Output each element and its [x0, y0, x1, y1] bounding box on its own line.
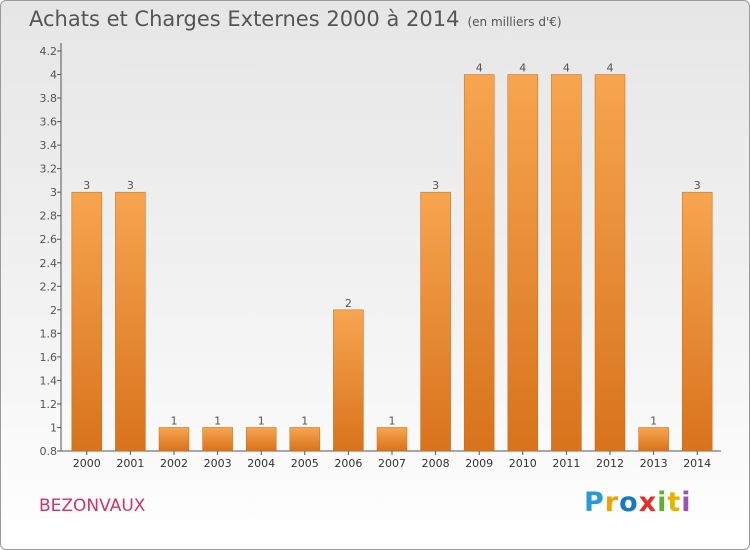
y-tick-label: 1.2 [40, 398, 58, 411]
bar [333, 310, 363, 451]
y-tick-label: 3.4 [40, 139, 58, 152]
bar [72, 192, 102, 451]
bar-data-label: 1 [301, 414, 308, 427]
y-tick-label: 2.2 [40, 280, 58, 293]
x-tick-label: 2002 [160, 457, 188, 470]
y-tick-label: 2 [50, 304, 57, 317]
bar-data-label: 1 [171, 414, 178, 427]
x-tick-label: 2012 [596, 457, 624, 470]
bar-data-label: 3 [432, 179, 439, 192]
bar-data-label: 2 [345, 297, 352, 310]
commune-name: BEZONVAUX [39, 496, 145, 516]
bar-data-label: 1 [258, 414, 265, 427]
x-tick-label: 2005 [291, 457, 319, 470]
proxiti-logo[interactable]: Proxiti [584, 487, 692, 518]
logo-letter: P [584, 487, 605, 518]
bar-data-label: 4 [563, 62, 570, 75]
bar-data-label: 4 [519, 62, 526, 75]
x-tick-label: 2008 [422, 457, 450, 470]
y-tick-label: 1.4 [40, 374, 58, 387]
logo-letter: i [681, 487, 691, 518]
bar [421, 192, 451, 451]
x-tick-label: 2014 [683, 457, 711, 470]
y-tick-label: 2.8 [40, 210, 58, 223]
bar-data-label: 4 [607, 62, 614, 75]
bar [377, 427, 407, 451]
y-tick-label: 3.2 [40, 163, 58, 176]
bar [464, 75, 494, 451]
bar [595, 75, 625, 451]
bar [682, 192, 712, 451]
x-tick-label: 2006 [334, 457, 362, 470]
y-tick-label: 3.8 [40, 92, 58, 105]
bar [159, 427, 189, 451]
logo-letter: i [657, 487, 667, 518]
bar-data-label: 4 [476, 62, 483, 75]
bar [639, 427, 669, 451]
bar-data-label: 3 [127, 179, 134, 192]
y-tick-label: 2.4 [40, 257, 58, 270]
bar-data-label: 1 [214, 414, 221, 427]
x-tick-label: 2004 [247, 457, 275, 470]
x-tick-label: 2000 [73, 457, 101, 470]
bar [115, 192, 145, 451]
logo-letter: o [619, 487, 639, 518]
bar [246, 427, 276, 451]
y-tick-label: 3 [50, 186, 57, 199]
chart-bars [72, 75, 712, 451]
logo-letter: t [667, 487, 681, 518]
logo-letter: x [639, 487, 657, 518]
chart-frame: Achats et Charges Externes 2000 à 2014 (e… [0, 0, 750, 550]
bar [508, 75, 538, 451]
x-tick-label: 2007 [378, 457, 406, 470]
bar [551, 75, 581, 451]
x-tick-label: 2013 [640, 457, 668, 470]
bar-data-label: 3 [694, 179, 701, 192]
y-tick-label: 1 [50, 421, 57, 434]
x-tick-label: 2010 [509, 457, 537, 470]
bar-data-label: 1 [389, 414, 396, 427]
x-tick-label: 2009 [465, 457, 493, 470]
bar [203, 427, 233, 451]
y-tick-label: 1.6 [40, 351, 58, 364]
logo-letter: r [605, 487, 619, 518]
bar [290, 427, 320, 451]
y-tick-label: 0.8 [40, 445, 58, 458]
bar-data-label: 3 [83, 179, 90, 192]
y-tick-label: 4 [50, 69, 57, 82]
y-tick-label: 2.6 [40, 233, 58, 246]
bar-data-label: 1 [650, 414, 657, 427]
bar-chart: 0.8 1 1.2 1.4 1.6 1.8 2 2.2 2.4 2.6 2.8 3 3.2 3.4 3.6 3… [1, 1, 750, 550]
x-tick-label: 2003 [204, 457, 232, 470]
y-tick-label: 4.2 [40, 45, 58, 58]
y-tick-label: 1.8 [40, 327, 58, 340]
x-tick-label: 2001 [116, 457, 144, 470]
y-tick-label: 3.6 [40, 116, 58, 129]
x-tick-label: 2011 [552, 457, 580, 470]
